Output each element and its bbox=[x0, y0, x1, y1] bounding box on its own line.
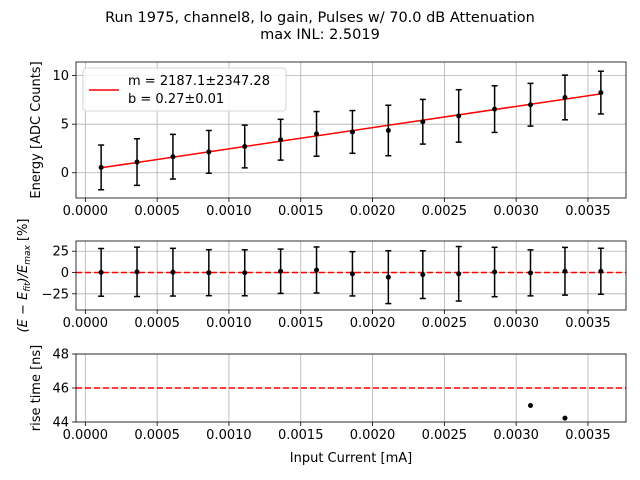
x-tick-label: 0.0030 bbox=[493, 428, 539, 443]
plot-area bbox=[76, 245, 626, 305]
data-point bbox=[314, 131, 320, 137]
data-point bbox=[598, 268, 604, 274]
data-point bbox=[456, 271, 462, 277]
x-tick-label: 0.0030 bbox=[493, 316, 539, 331]
data-point bbox=[528, 403, 534, 409]
y-tick-label: 48 bbox=[52, 348, 69, 363]
legend-entry-slope: m = 2187.1±2347.28 bbox=[128, 74, 270, 89]
x-tick-label: 0.0020 bbox=[350, 204, 396, 219]
y-tick-label: 46 bbox=[52, 382, 69, 397]
x-tick-label: 0.0010 bbox=[206, 316, 252, 331]
x-tick-label: 0.0035 bbox=[565, 316, 611, 331]
y-axis-label: Energy [ADC Counts] bbox=[29, 61, 44, 198]
legend-box bbox=[82, 67, 287, 112]
x-tick-label: 0.0025 bbox=[422, 316, 468, 331]
data-point bbox=[278, 268, 284, 274]
y-tick-label: 10 bbox=[52, 69, 69, 84]
data-point bbox=[492, 269, 498, 275]
energy-panel: 0.0000 0.0005 0.0010 0.0015 0.0020 0.0025 0.00… bbox=[29, 61, 627, 219]
x-tick-label: 0.0035 bbox=[565, 428, 611, 443]
axes-frame bbox=[75, 240, 627, 311]
y-tick-label: 25 bbox=[52, 245, 69, 260]
x-tick-label: 0.0000 bbox=[63, 428, 109, 443]
data-point bbox=[562, 94, 568, 100]
data-point bbox=[98, 269, 104, 275]
data-point bbox=[206, 270, 212, 276]
data-point bbox=[170, 269, 176, 275]
x-tick-label: 0.0030 bbox=[493, 204, 539, 219]
data-point bbox=[420, 272, 426, 278]
plot-area bbox=[98, 70, 604, 191]
data-point bbox=[492, 106, 498, 112]
x-tick-label: 0.0020 bbox=[350, 316, 396, 331]
y-axis-label-part: [%] bbox=[16, 219, 31, 246]
data-point bbox=[528, 270, 534, 276]
y-axis-label-part: fit bbox=[23, 282, 33, 292]
x-tick-label: 0.0005 bbox=[134, 204, 180, 219]
x-tick-label: 0.0015 bbox=[278, 316, 324, 331]
y-axis-label-part: (E − E bbox=[16, 291, 31, 332]
x-tick-label: 0.0010 bbox=[206, 428, 252, 443]
legend: m = 2187.1±2347.28 b = 0.27±0.01 bbox=[82, 67, 287, 112]
x-tick-label: 0.0010 bbox=[206, 204, 252, 219]
y-axis-label: (E − Efit)/Emax [%] bbox=[16, 219, 33, 333]
x-tick-label: 0.0000 bbox=[63, 316, 109, 331]
x-axis-label: Input Current [mA] bbox=[290, 451, 412, 466]
data-point bbox=[170, 154, 176, 160]
y-axis-label: rise time [ns] bbox=[29, 345, 44, 432]
x-tick-label: 0.0025 bbox=[422, 204, 468, 219]
figure-title-line1: Run 1975, channel8, lo gain, Pulses w/ 7… bbox=[105, 10, 535, 26]
data-point bbox=[134, 269, 140, 275]
data-point bbox=[420, 119, 426, 125]
axes-frame bbox=[75, 61, 627, 199]
data-point bbox=[528, 102, 534, 108]
x-tick-label: 0.0005 bbox=[134, 428, 180, 443]
data-point bbox=[314, 267, 320, 273]
data-point bbox=[456, 113, 462, 119]
axes-frame bbox=[75, 353, 627, 423]
data-point bbox=[562, 268, 568, 274]
data-point bbox=[349, 129, 355, 135]
plot-area bbox=[76, 387, 626, 421]
data-point bbox=[242, 270, 248, 276]
x-tick-label: 0.0035 bbox=[565, 204, 611, 219]
x-tick-label: 0.0020 bbox=[350, 428, 396, 443]
data-point bbox=[598, 90, 604, 96]
legend-entry-intercept: b = 0.27±0.01 bbox=[128, 92, 224, 107]
x-tick-label: 0.0000 bbox=[63, 204, 109, 219]
x-tick-label: 0.0015 bbox=[278, 204, 324, 219]
data-point bbox=[278, 137, 284, 143]
data-point bbox=[206, 149, 212, 155]
data-point bbox=[562, 415, 568, 421]
residual-panel: 0.0000 0.0005 0.0010 0.0015 0.0020 0.0025 0.00… bbox=[16, 219, 627, 333]
data-point bbox=[134, 159, 140, 165]
y-tick-label: 5 bbox=[61, 118, 69, 133]
figure-title-line2: max INL: 2.5019 bbox=[260, 27, 380, 43]
x-tick-label: 0.0015 bbox=[278, 428, 324, 443]
rise-time-panel: 0.0000 0.0005 0.0010 0.0015 0.0020 0.0025 0.00… bbox=[29, 345, 627, 466]
y-tick-label: 0 bbox=[61, 166, 69, 181]
data-point bbox=[98, 164, 104, 170]
y-axis-label-part: max bbox=[23, 244, 33, 264]
data-point bbox=[385, 274, 391, 280]
y-tick-label: 44 bbox=[52, 416, 69, 431]
x-tick-label: 0.0025 bbox=[422, 428, 468, 443]
y-axis-label-part: )/E bbox=[16, 264, 31, 283]
data-point bbox=[349, 271, 355, 277]
data-point bbox=[385, 127, 391, 133]
x-tick-label: 0.0005 bbox=[134, 316, 180, 331]
y-tick-label: 0 bbox=[61, 266, 69, 281]
y-tick-label: −25 bbox=[42, 287, 69, 302]
data-point bbox=[242, 144, 248, 150]
